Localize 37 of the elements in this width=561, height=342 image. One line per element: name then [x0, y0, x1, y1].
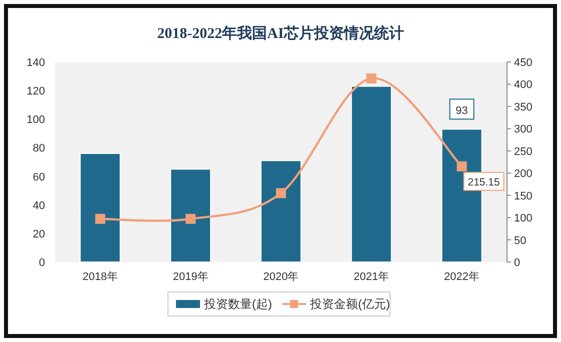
y-tick-label: 100 [26, 114, 45, 126]
y-tick-label: 120 [26, 86, 45, 98]
y-tick-label: 20 [32, 228, 45, 240]
bar [260, 160, 302, 262]
y-tick-label: 60 [32, 171, 45, 184]
y2-tick-label: 400 [514, 79, 532, 92]
y2-tick-label: 450 [514, 57, 532, 69]
y-tick-label: 80 [32, 142, 45, 155]
point [276, 188, 286, 198]
point [456, 161, 467, 172]
data-label: 93 [456, 105, 468, 118]
y2-tick-label: 300 [514, 124, 532, 136]
bar [350, 86, 392, 262]
x-tick-label: 2018年 [82, 271, 118, 283]
point [366, 73, 376, 84]
y2-tick-label: 50 [514, 234, 526, 247]
y-tick-label: 140 [26, 57, 45, 69]
bar [80, 152, 121, 262]
y2-tick-label: 150 [514, 190, 532, 202]
x-tick-label: 2020年 [263, 271, 299, 283]
y2-tick-label: 350 [514, 101, 532, 114]
y2-tick-label: 200 [514, 168, 532, 180]
point [186, 214, 196, 224]
y2-tick-label: 100 [514, 212, 532, 225]
legend-label: 投资金额(亿元) [309, 297, 390, 311]
y2-tick-label: 0 [514, 257, 520, 269]
point [95, 214, 106, 224]
data-label: 215.15 [468, 176, 500, 188]
y-tick-label: 0 [38, 257, 45, 269]
y-tick-label: 40 [32, 200, 45, 212]
bar [170, 168, 212, 262]
x-tick-label: 2022年 [444, 271, 480, 283]
x-tick-label: 2021年 [354, 271, 390, 283]
y2-tick-label: 250 [514, 146, 532, 158]
chart-title: 2018-2022年我国AI芯片投资情况统计 [157, 25, 404, 42]
x-tick-label: 2019年 [172, 271, 208, 283]
legend-label: 投资数量(起) [203, 297, 272, 311]
